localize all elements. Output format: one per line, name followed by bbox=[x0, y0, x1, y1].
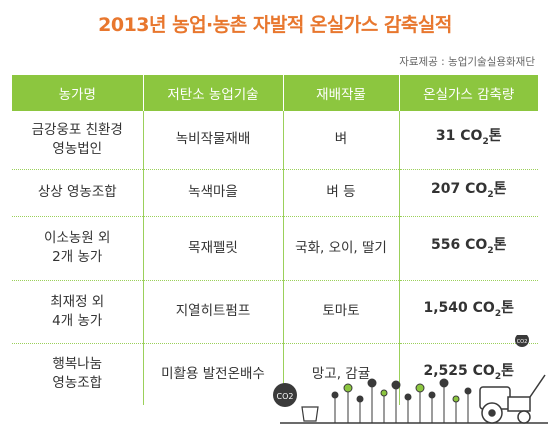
header-tech: 저탄소 농업기술 bbox=[142, 75, 283, 111]
co2-unit: CO2 bbox=[465, 181, 494, 200]
farm-name: 상상 영농조합 bbox=[12, 169, 143, 217]
svg-text:CO2: CO2 bbox=[517, 339, 528, 345]
svg-text:CO2: CO2 bbox=[277, 392, 294, 401]
page-title: 2013년 농업·농촌 자발적 온실가스 감축실적 bbox=[98, 14, 452, 36]
farm-name: 금강웅포 친환경 영농법인 bbox=[12, 111, 143, 170]
table-row: 상상 영농조합 녹색마을 벼 등 207 CO2톤 bbox=[12, 169, 538, 217]
crop-name: 벼 등 bbox=[282, 169, 399, 217]
farm-name: 이소농원 외 2개 농가 bbox=[12, 216, 143, 281]
farm-name: 행복나눔 영농조합 bbox=[52, 356, 103, 392]
reduction-cell: 207 CO2톤 bbox=[398, 169, 538, 217]
reduction-value: 1,540 bbox=[423, 300, 468, 317]
reduction-cell: 1,540 CO2톤 bbox=[398, 280, 538, 344]
table-row: 이소농원 외 2개 농가 목재펠릿 국화, 오이, 딸기 556 CO2톤 bbox=[12, 216, 538, 281]
reduction-unit: 톤 bbox=[501, 362, 514, 379]
crop-name: 벼 bbox=[282, 111, 399, 170]
co2-unit: CO2 bbox=[460, 128, 489, 148]
reduction-unit: 톤 bbox=[501, 300, 514, 317]
tech-name: 지열히트펌프 bbox=[142, 280, 283, 344]
reduction-unit: 톤 bbox=[493, 181, 507, 198]
tech-name: 녹비작물재배 bbox=[142, 111, 283, 170]
crop-name: 토마토 bbox=[282, 280, 399, 344]
tractor-icon bbox=[479, 374, 546, 424]
table-row: 최재정 외 4개 농가 지열히트펌프 토마토 1,540 CO2톤 bbox=[12, 280, 538, 344]
reduction-cell: 556 CO2톤 bbox=[398, 216, 538, 281]
crop-name: 국화, 오이, 딸기 bbox=[282, 216, 399, 281]
header-reduction: 온실가스 감축량 bbox=[398, 75, 538, 111]
tech-name: 목재펠릿 bbox=[142, 216, 283, 281]
reduction-unit: 톤 bbox=[493, 236, 507, 253]
co2-bubble-small-icon: CO2 bbox=[515, 335, 529, 347]
table-row: 금강웅포 친환경 영농법인 녹비작물재배 벼 31 CO2톤 bbox=[12, 111, 538, 170]
reduction-cell: 31 CO2톤 bbox=[398, 111, 538, 170]
reduction-value: 2,525 bbox=[423, 362, 468, 379]
reduction-table: 농가명 저탄소 농업기술 재배작물 온실가스 감축량 금강웅포 친환경 영농법인 … bbox=[12, 75, 538, 405]
tech-name: 미활용 발전온배수 bbox=[142, 343, 283, 405]
plants-icon bbox=[331, 378, 472, 423]
tech-name: 녹색마을 bbox=[142, 169, 283, 217]
reduction-value: 31 bbox=[435, 128, 456, 145]
farm-decoration-illustration: CO2 CO2 bbox=[273, 335, 548, 424]
crop-name: 망고, 감귤 bbox=[282, 343, 399, 405]
co2-unit: CO2 bbox=[465, 236, 494, 256]
source-credit: 자료제공 : 농업기술실용화재단 bbox=[399, 56, 535, 68]
co2-unit: CO2 bbox=[472, 362, 502, 382]
reduction-unit: 톤 bbox=[488, 128, 502, 145]
reduction-value: 556 bbox=[431, 236, 461, 253]
co2-bubble-icon: CO2 bbox=[273, 383, 297, 407]
farm-name: 최재정 외 4개 농가 bbox=[12, 280, 143, 344]
header-crop: 재배작물 bbox=[282, 75, 399, 111]
table-header-row: 농가명 저탄소 농업기술 재배작물 온실가스 감축량 bbox=[12, 75, 538, 111]
reduction-value: 207 bbox=[431, 181, 461, 198]
co2-unit: CO2 bbox=[472, 300, 502, 319]
header-farm: 농가명 bbox=[12, 75, 143, 111]
